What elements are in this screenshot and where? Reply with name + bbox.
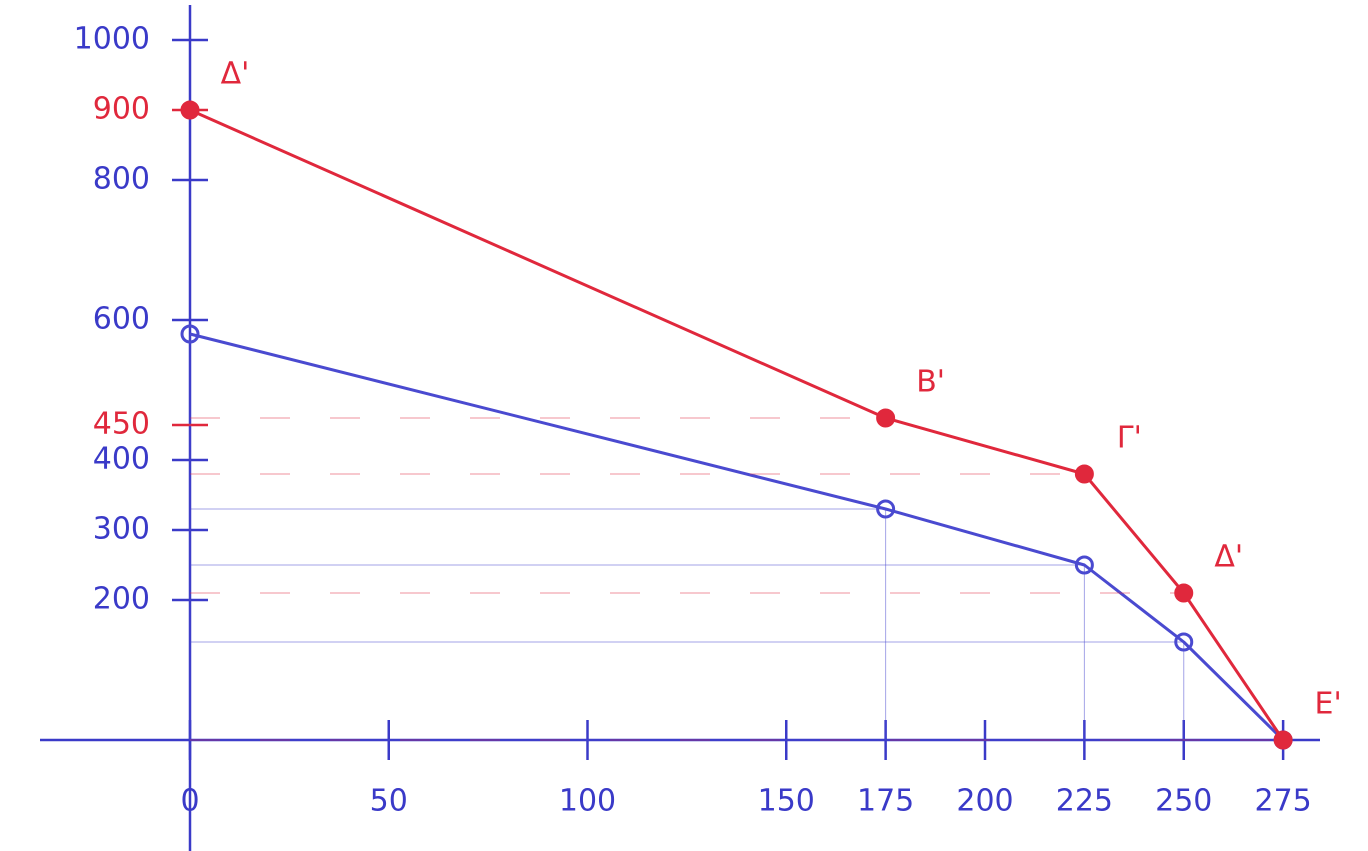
point-label: Δ' (1214, 540, 1243, 575)
point (180, 100, 200, 120)
point-label: B' (916, 365, 945, 400)
x-tick-label: 250 (1155, 784, 1212, 819)
x-tick-label: 175 (857, 784, 914, 819)
y-tick-label: 600 (93, 302, 150, 337)
y-tick-label: 900 (93, 92, 150, 127)
y-tick-label: 450 (93, 407, 150, 442)
point (1273, 730, 1293, 750)
point (876, 408, 896, 428)
x-tick-label: 50 (370, 784, 408, 819)
y-tick-label: 1000 (74, 22, 150, 57)
x-tick-label: 200 (956, 784, 1013, 819)
y-tick-label: 200 (93, 582, 150, 617)
point-label: E' (1315, 687, 1342, 722)
point-label: Γ' (1117, 421, 1142, 456)
y-tick-label: 800 (93, 162, 150, 197)
x-tick-label: 275 (1254, 784, 1311, 819)
point-label: Δ' (221, 57, 250, 92)
x-tick-label: 225 (1056, 784, 1113, 819)
point (1074, 464, 1094, 484)
y-tick-label: 400 (93, 442, 150, 477)
x-tick-label: 150 (758, 784, 815, 819)
x-tick-label: 0 (180, 784, 199, 819)
x-tick-label: 100 (559, 784, 616, 819)
y-tick-label: 300 (93, 512, 150, 547)
